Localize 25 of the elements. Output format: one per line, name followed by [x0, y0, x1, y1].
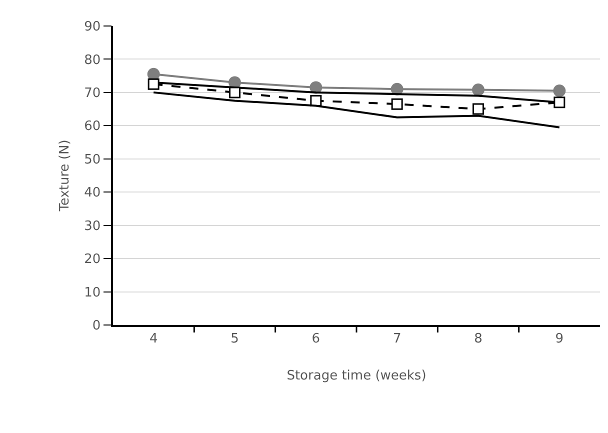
point: [472, 84, 484, 96]
x-tick-label: 7: [392, 331, 402, 346]
y-tick-label: 60: [84, 119, 101, 134]
y-tick-label: 70: [84, 86, 101, 101]
y-tick-label: 50: [84, 152, 101, 168]
x-tick-label: 6: [312, 331, 320, 346]
y-tick-label: 90: [84, 20, 101, 35]
point: [553, 84, 566, 98]
point: [148, 78, 160, 90]
y-tick-label: 20: [84, 252, 101, 268]
y-tick-label: 10: [84, 285, 101, 300]
y-tick-label: 80: [84, 52, 101, 68]
x-tick-label: 5: [230, 331, 239, 346]
y-axis-title: Texture (N): [58, 140, 73, 212]
x-tick-label: 4: [149, 331, 158, 346]
x-axis-title: Storage time (weeks): [286, 368, 426, 384]
y-tick-label: 0: [92, 318, 101, 334]
point: [554, 96, 566, 108]
point: [472, 103, 484, 115]
point: [391, 98, 403, 110]
x-tick-label: 8: [474, 331, 482, 346]
x-tick-label: 9: [555, 331, 564, 346]
y-tick-label: 30: [84, 218, 101, 234]
y-tick-label: 40: [84, 186, 101, 201]
point: [229, 86, 240, 98]
